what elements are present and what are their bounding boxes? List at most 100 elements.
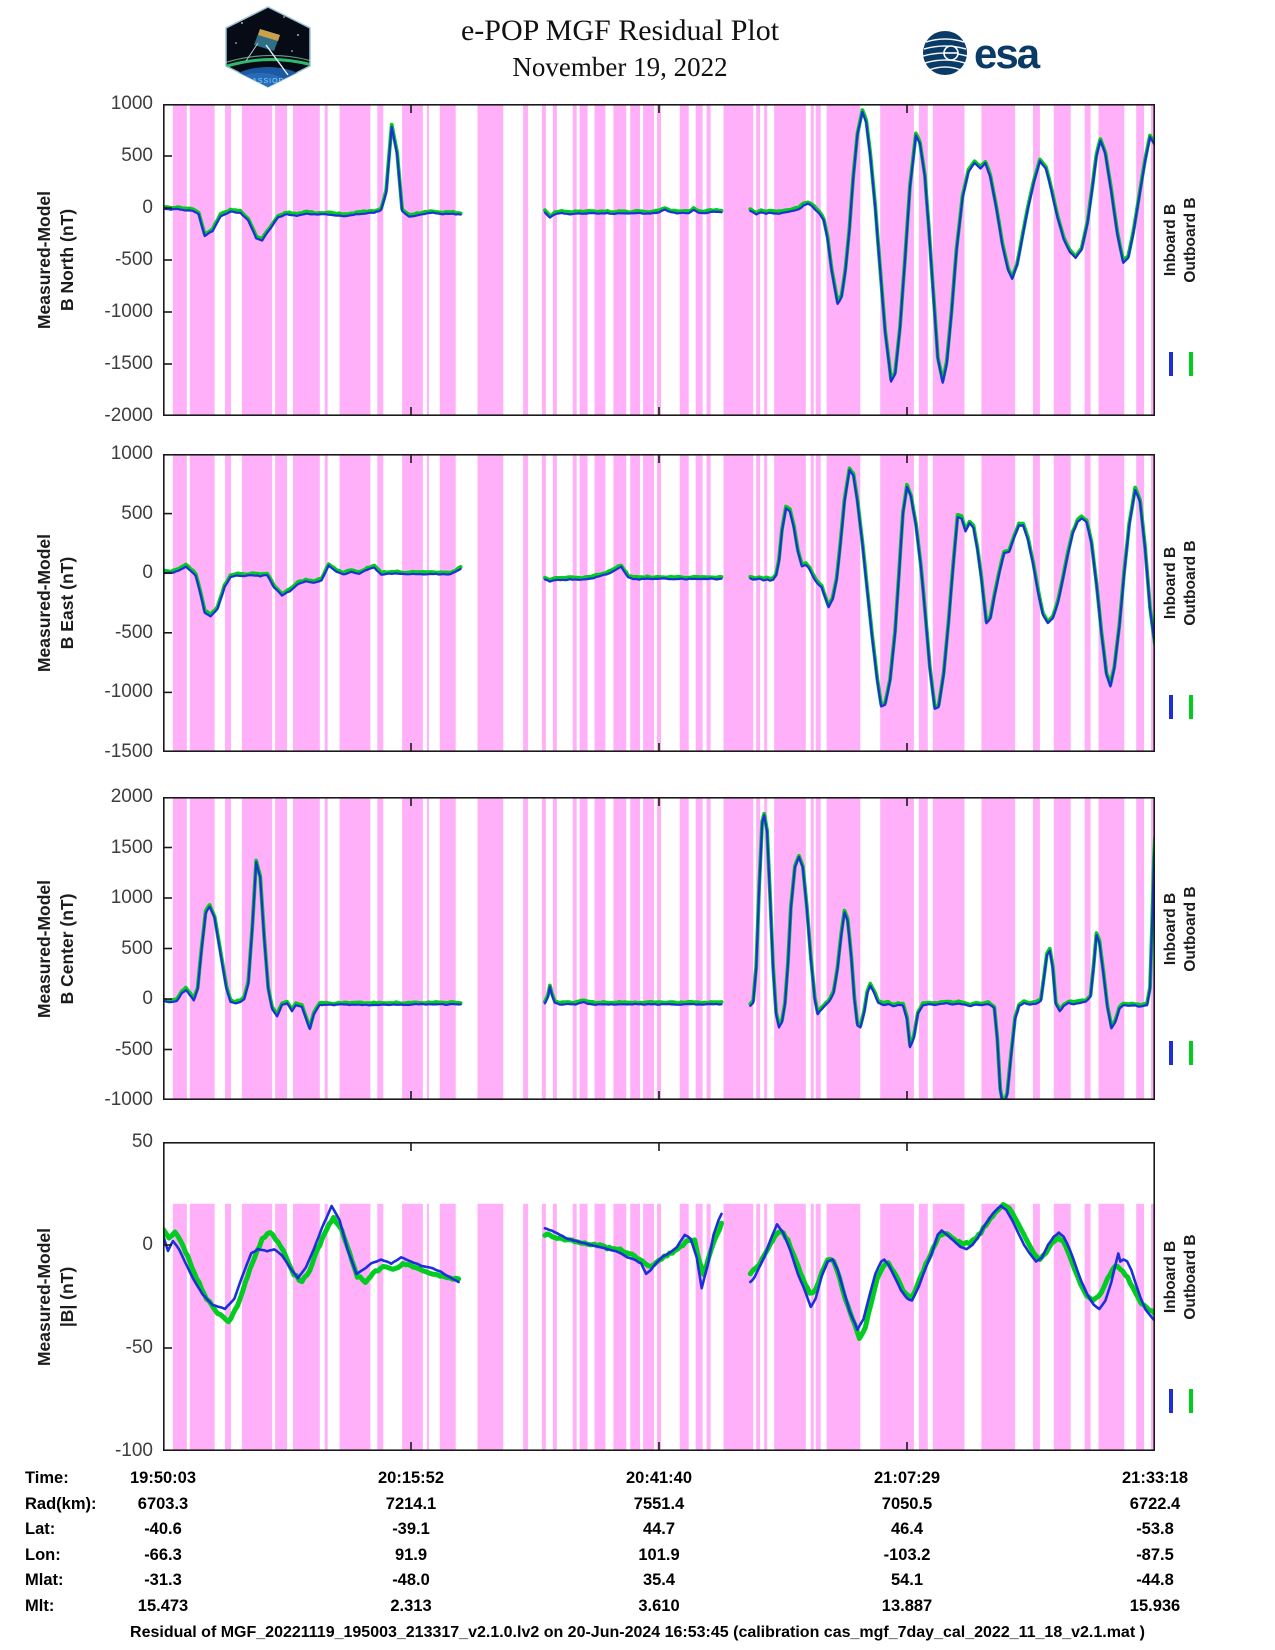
shaded-interval [815, 1203, 821, 1451]
shaded-interval [1033, 797, 1040, 1100]
table-row-label: Lat: [25, 1520, 56, 1538]
inboard-trace [163, 564, 462, 618]
table-cell: 7551.4 [633, 1494, 685, 1513]
legend-line-outboard [1189, 352, 1193, 376]
shaded-interval [815, 104, 821, 416]
shaded-interval [339, 454, 371, 752]
shaded-interval [810, 454, 814, 752]
table-cell: 21:33:18 [1121, 1469, 1189, 1487]
shaded-interval [439, 1203, 456, 1451]
shaded-interval [1084, 454, 1091, 752]
y-tick-label: -1000 [104, 681, 153, 703]
shaded-interval [613, 104, 627, 416]
table-row-label: Mlt: [25, 1596, 55, 1615]
table-cell: 7050.5 [881, 1494, 933, 1513]
inboard-trace [543, 1212, 723, 1290]
table-cell: 20:41:40 [625, 1469, 693, 1487]
shaded-interval [523, 104, 529, 416]
y-tick-label: 1000 [110, 887, 153, 908]
shaded-interval [324, 454, 328, 752]
shaded-interval [1098, 104, 1125, 416]
shaded-interval [439, 454, 456, 752]
shaded-interval [679, 1203, 689, 1451]
chart-panel-2 [163, 454, 1155, 752]
shaded-interval [764, 797, 768, 1100]
plot-frame [163, 797, 1155, 1100]
shaded-interval [377, 1203, 384, 1451]
inboard-trace [749, 110, 1155, 384]
shaded-interval [572, 797, 577, 1100]
table-cell: 3.610 [638, 1596, 680, 1615]
shaded-interval [1151, 104, 1155, 416]
y-tick-label: 1500 [110, 836, 153, 858]
shaded-interval [1151, 1203, 1155, 1451]
shaded-interval [552, 454, 557, 752]
y-axis-label-line2: B East (nT) [57, 556, 77, 650]
shaded-interval [324, 1203, 328, 1451]
shaded-interval [815, 797, 821, 1100]
y-tick-label: -2000 [104, 405, 153, 426]
shaded-interval [981, 1203, 1016, 1451]
shaded-interval [880, 1203, 914, 1451]
shaded-interval [402, 1203, 423, 1451]
table-cell: -40.6 [144, 1520, 182, 1538]
shaded-interval [552, 797, 557, 1100]
shaded-interval [377, 454, 384, 752]
page-date: November 19, 2022 [512, 52, 728, 82]
shaded-interval [1136, 797, 1145, 1100]
shaded-interval [706, 104, 711, 416]
shaded-interval [880, 797, 914, 1100]
shaded-interval [579, 104, 588, 416]
y-tick-label: 0 [142, 197, 153, 218]
shaded-interval [981, 104, 1016, 416]
shaded-interval [657, 1203, 661, 1451]
esa-logo: esa [922, 30, 1043, 77]
shaded-interval [932, 104, 965, 416]
plot-frame [163, 454, 1155, 752]
legend-line-outboard [1189, 1040, 1193, 1065]
table-cell: 7214.1 [385, 1494, 437, 1513]
y-tick-label: -1500 [104, 353, 153, 374]
inboard-trace [163, 861, 462, 1031]
shaded-interval [572, 454, 577, 752]
inboard-trace [163, 125, 462, 242]
shaded-interval [679, 104, 689, 416]
shaded-interval [293, 797, 320, 1100]
shaded-interval [810, 104, 814, 416]
shaded-interval [630, 1203, 641, 1451]
shaded-interval [1053, 797, 1071, 1100]
shaded-interval [172, 1203, 187, 1451]
shaded-interval [275, 1203, 287, 1451]
shaded-interval [339, 797, 371, 1100]
shaded-interval [477, 797, 504, 1100]
shaded-interval [275, 797, 287, 1100]
table-cell: -39.1 [392, 1520, 430, 1538]
shaded-interval [523, 1203, 529, 1451]
y-tick-label: 500 [121, 502, 153, 524]
shaded-interval [723, 797, 754, 1100]
shaded-interval [324, 104, 328, 416]
table-cell: -66.3 [144, 1545, 182, 1564]
y-axis-label-line2: |B| (nT) [57, 1266, 77, 1327]
y-tick-label: 0 [142, 988, 153, 1009]
y-tick-label: 500 [121, 937, 153, 959]
table-cell: 44.7 [642, 1520, 676, 1538]
shaded-interval [189, 1203, 215, 1451]
y-tick-label: 2000 [110, 786, 153, 807]
cassiope-logo: CASSIOPE [225, 6, 311, 88]
y-tick-label: 0 [142, 1234, 153, 1255]
shaded-interval [1098, 797, 1125, 1100]
shaded-interval [1053, 1203, 1071, 1451]
shaded-interval [293, 454, 320, 752]
shaded-interval [695, 454, 703, 752]
shaded-interval [426, 104, 429, 416]
shaded-interval [1084, 1203, 1091, 1451]
shaded-interval [1151, 454, 1155, 752]
shaded-interval [679, 454, 689, 752]
shaded-interval [426, 797, 429, 1100]
shaded-interval [643, 104, 654, 416]
table-cell: 46.4 [890, 1520, 924, 1538]
table-cell: 20:15:52 [377, 1469, 445, 1487]
shaded-interval [810, 797, 814, 1100]
shaded-interval [594, 1203, 606, 1451]
